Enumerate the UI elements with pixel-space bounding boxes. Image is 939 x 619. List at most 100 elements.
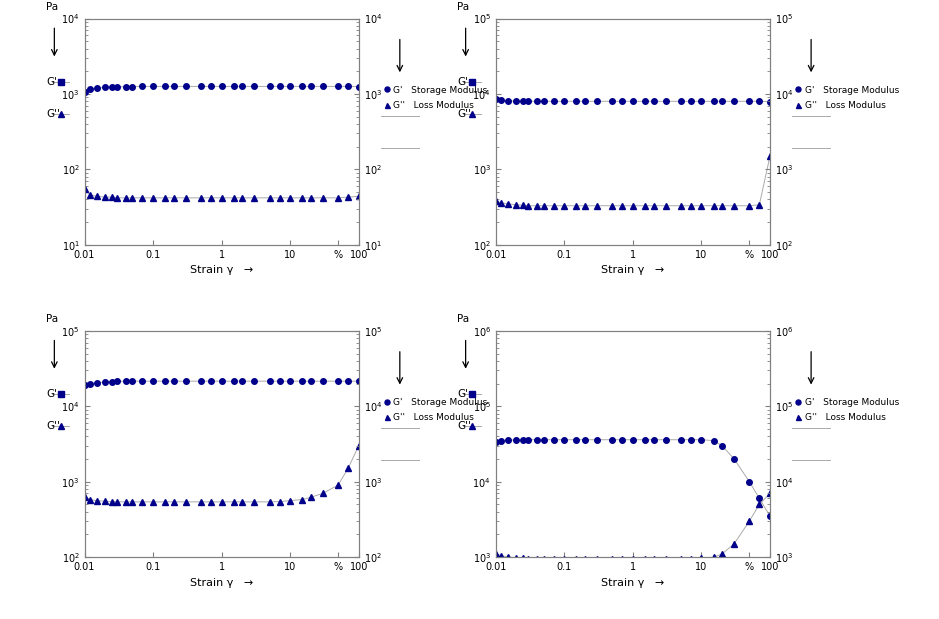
Text: Pa: Pa xyxy=(46,2,58,12)
G''   Loss Modulus xyxy=(517,555,529,562)
G''   Loss Modulus xyxy=(531,555,543,563)
G'   Storage Modulus xyxy=(160,83,171,90)
Line: G''   Loss Modulus: G'' Loss Modulus xyxy=(82,186,362,201)
G''   Loss Modulus xyxy=(511,201,522,209)
G'   Storage Modulus xyxy=(249,83,260,90)
G'   Storage Modulus xyxy=(523,98,534,105)
G''   Loss Modulus xyxy=(607,202,618,209)
G''   Loss Modulus xyxy=(317,194,329,202)
G'   Storage Modulus xyxy=(168,378,179,385)
G''   Loss Modulus xyxy=(112,194,123,202)
G'   Storage Modulus xyxy=(160,378,171,385)
Line: G'   Storage Modulus: G' Storage Modulus xyxy=(82,378,362,388)
G''   Loss Modulus xyxy=(627,555,639,563)
G''   Loss Modulus xyxy=(716,550,728,558)
G''   Loss Modulus xyxy=(764,152,776,160)
G'   Storage Modulus xyxy=(744,478,755,485)
G'   Storage Modulus xyxy=(592,436,603,443)
G''   Loss Modulus xyxy=(648,202,659,209)
G'   Storage Modulus xyxy=(502,436,514,444)
G''   Loss Modulus xyxy=(112,498,123,506)
Line: G'   Storage Modulus: G' Storage Modulus xyxy=(82,84,362,95)
Text: G': G' xyxy=(457,77,469,87)
G''   Loss Modulus xyxy=(764,490,776,497)
G''   Loss Modulus xyxy=(531,202,543,209)
G'   Storage Modulus xyxy=(660,98,671,105)
Line: G''   Loss Modulus: G'' Loss Modulus xyxy=(493,491,773,561)
Legend: G'   Storage Modulus, G''   Loss Modulus: G' Storage Modulus, G'' Loss Modulus xyxy=(380,82,491,113)
G''   Loss Modulus xyxy=(332,482,344,489)
G'   Storage Modulus xyxy=(285,378,296,385)
G'   Storage Modulus xyxy=(571,436,582,443)
Text: G'': G'' xyxy=(457,421,471,431)
G'   Storage Modulus xyxy=(538,436,549,443)
G'   Storage Modulus xyxy=(648,436,659,443)
G''   Loss Modulus xyxy=(297,194,308,202)
G''   Loss Modulus xyxy=(274,498,285,505)
G'   Storage Modulus xyxy=(274,83,285,90)
G''   Loss Modulus xyxy=(548,555,560,563)
G'   Storage Modulus xyxy=(195,83,207,90)
G''   Loss Modulus xyxy=(639,202,651,209)
G'   Storage Modulus xyxy=(559,98,570,105)
G'   Storage Modulus xyxy=(195,378,207,385)
G'   Storage Modulus xyxy=(249,378,260,385)
G''   Loss Modulus xyxy=(571,202,582,209)
G''   Loss Modulus xyxy=(754,201,765,209)
G''   Loss Modulus xyxy=(744,517,755,525)
G''   Loss Modulus xyxy=(343,193,354,201)
G''   Loss Modulus xyxy=(264,194,275,202)
G'   Storage Modulus xyxy=(106,378,117,386)
G''   Loss Modulus xyxy=(180,498,192,506)
G'   Storage Modulus xyxy=(79,89,90,96)
G'   Storage Modulus xyxy=(120,378,131,385)
G''   Loss Modulus xyxy=(708,202,719,209)
G'   Storage Modulus xyxy=(675,98,686,105)
G'   Storage Modulus xyxy=(353,83,364,90)
G'   Storage Modulus xyxy=(297,378,308,385)
G''   Loss Modulus xyxy=(353,193,364,200)
G'   Storage Modulus xyxy=(206,83,217,90)
X-axis label: Strain γ   →: Strain γ → xyxy=(190,266,254,275)
G'   Storage Modulus xyxy=(627,98,639,105)
G'   Storage Modulus xyxy=(617,98,628,105)
G''   Loss Modulus xyxy=(120,194,131,202)
G''   Loss Modulus xyxy=(249,194,260,202)
G'   Storage Modulus xyxy=(511,97,522,105)
G''   Loss Modulus xyxy=(285,194,296,202)
G'   Storage Modulus xyxy=(696,436,707,443)
X-axis label: Strain γ   →: Strain γ → xyxy=(601,578,665,587)
G'   Storage Modulus xyxy=(754,495,765,502)
Legend: G'   Storage Modulus, G''   Loss Modulus: G' Storage Modulus, G'' Loss Modulus xyxy=(380,394,491,426)
G''   Loss Modulus xyxy=(627,202,639,209)
G'   Storage Modulus xyxy=(744,98,755,105)
G'   Storage Modulus xyxy=(228,378,239,385)
G''   Loss Modulus xyxy=(675,555,686,563)
G'   Storage Modulus xyxy=(305,83,316,90)
G''   Loss Modulus xyxy=(228,194,239,202)
G''   Loss Modulus xyxy=(85,496,96,503)
G''   Loss Modulus xyxy=(502,553,514,561)
G'   Storage Modulus xyxy=(216,83,227,90)
G'   Storage Modulus xyxy=(571,98,582,105)
G'   Storage Modulus xyxy=(228,83,239,90)
G''   Loss Modulus xyxy=(160,194,171,202)
G'   Storage Modulus xyxy=(490,438,501,445)
G''   Loss Modulus xyxy=(353,442,364,449)
G''   Loss Modulus xyxy=(592,555,603,563)
G'   Storage Modulus xyxy=(106,84,117,91)
G''   Loss Modulus xyxy=(548,202,560,209)
G'   Storage Modulus xyxy=(716,98,728,105)
G''   Loss Modulus xyxy=(168,498,179,506)
G''   Loss Modulus xyxy=(538,202,549,209)
G'   Storage Modulus xyxy=(559,436,570,443)
G''   Loss Modulus xyxy=(607,555,618,563)
Legend: G'   Storage Modulus, G''   Loss Modulus: G' Storage Modulus, G'' Loss Modulus xyxy=(792,394,902,426)
G'   Storage Modulus xyxy=(685,98,697,105)
G'   Storage Modulus xyxy=(639,98,651,105)
G'   Storage Modulus xyxy=(91,84,102,92)
G''   Loss Modulus xyxy=(729,540,740,548)
G''   Loss Modulus xyxy=(523,202,534,209)
G'   Storage Modulus xyxy=(708,437,719,444)
G'   Storage Modulus xyxy=(343,378,354,385)
